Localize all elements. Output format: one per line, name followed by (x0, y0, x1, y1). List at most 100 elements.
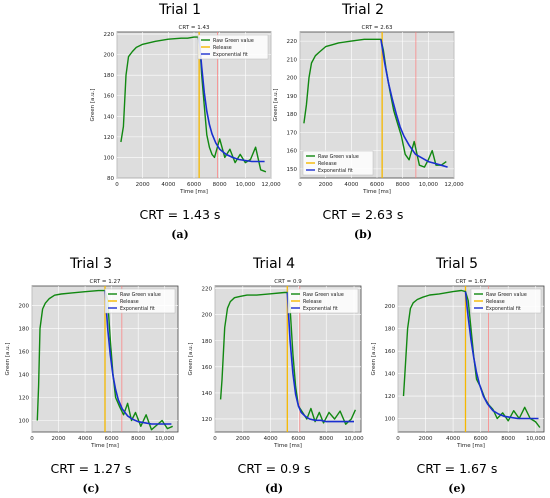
exponential-fit-series-line (286, 292, 354, 423)
y-axis-label: Green [a.u.] (188, 342, 194, 375)
crt-label: CRT = 1.43 s (139, 207, 221, 222)
x-axis-label: Time [ms] (273, 443, 302, 449)
crt-label: CRT = 2.63 s (322, 207, 404, 222)
y-tick-label: 150 (287, 167, 298, 173)
legend-label: Raw Green value (120, 292, 161, 298)
x-tick-label: 8000 (396, 182, 410, 188)
chart-subtitle: CRT = 0.9 (274, 279, 302, 285)
figure-caption: (e) (448, 482, 466, 495)
y-tick-label: 200 (385, 304, 396, 310)
chart-subtitle: CRT = 1.27 (90, 279, 121, 285)
x-tick-label: 4000 (161, 182, 175, 188)
y-tick-label: 80 (107, 176, 114, 182)
y-tick-label: 140 (104, 114, 115, 120)
y-tick-label: 190 (287, 94, 298, 100)
legend-label: Raw Green value (213, 38, 254, 44)
y-tick-label: 180 (202, 339, 213, 345)
chart-panel-d: Trial 4 0 2000 4000 6000 8000 10,000 120 140 160… (183, 256, 365, 496)
chart-svg: 0 2000 4000 6000 8000 10,000 12,000 150 160 170 18… (273, 25, 464, 195)
chart-title: Trial 2 (342, 2, 384, 18)
x-tick-label: 12,000 (444, 182, 464, 188)
x-tick-label: 0 (213, 436, 217, 442)
legend-label: Release (486, 299, 505, 305)
y-tick-label: 120 (104, 135, 115, 141)
chart-svg: 0 2000 4000 6000 8000 10,000 12,000 80 100 120 140… (90, 25, 281, 195)
exponential-fit-series-line (464, 291, 539, 420)
x-tick-label: 8000 (319, 436, 333, 442)
chart-panel-e: Trial 5 0 2000 4000 6000 8000 10,000 100 120 140… (366, 256, 548, 496)
x-tick-label: 10,000 (419, 182, 439, 188)
x-tick-label: 2000 (136, 182, 150, 188)
x-tick-label: 4000 (446, 436, 460, 442)
x-axis-label: Time [ms] (456, 443, 485, 449)
x-axis-label: Time [ms] (90, 443, 119, 449)
y-tick-label: 160 (19, 350, 30, 356)
y-axis-label: Green [a.u.] (273, 88, 279, 121)
y-tick-label: 180 (287, 112, 298, 118)
chart-subtitle: CRT = 1.67 (456, 279, 487, 285)
x-tick-label: 6000 (105, 436, 119, 442)
x-tick-label: 10,000 (155, 436, 175, 442)
x-tick-label: 2000 (419, 436, 433, 442)
chart-title: Trial 3 (70, 256, 112, 272)
y-axis-label: Green [a.u.] (5, 342, 11, 375)
crt-label: CRT = 0.9 s (237, 461, 311, 476)
y-tick-label: 120 (202, 417, 213, 423)
x-tick-label: 10,000 (344, 436, 364, 442)
y-tick-label: 100 (19, 419, 30, 425)
chart-panel-a: Trial 1 0 2000 4000 6000 8000 10,000 12,000 80 1… (85, 2, 281, 242)
y-tick-label: 160 (202, 365, 213, 371)
x-tick-label: 6000 (291, 436, 305, 442)
y-tick-label: 160 (385, 349, 396, 355)
y-tick-label: 140 (385, 372, 396, 378)
x-axis-label: Time [ms] (179, 189, 208, 195)
y-tick-label: 200 (19, 304, 30, 310)
legend-label: Exponential fit (318, 168, 353, 174)
raw-green-series-line (219, 291, 357, 425)
crt-label: CRT = 1.67 s (416, 461, 498, 476)
figure-caption: (a) (171, 228, 189, 241)
exponential-fit-series-line (198, 37, 265, 163)
y-tick-label: 180 (385, 327, 396, 333)
x-tick-label: 8000 (131, 436, 145, 442)
figure-caption: (c) (82, 482, 100, 495)
figure-caption: (b) (353, 228, 373, 241)
x-axis-label: Time [ms] (362, 189, 391, 195)
y-tick-label: 200 (104, 53, 115, 59)
x-tick-label: 4000 (264, 436, 278, 442)
y-tick-label: 120 (385, 394, 396, 400)
x-tick-label: 6000 (370, 182, 384, 188)
legend-label: Exponential fit (486, 306, 521, 312)
y-tick-label: 140 (19, 373, 30, 379)
x-tick-label: 8000 (501, 436, 515, 442)
y-tick-label: 160 (287, 149, 298, 155)
chart-svg: 0 2000 4000 6000 8000 10,000 120 140 160 180 200 22… (188, 279, 364, 449)
legend-label: Raw Green value (303, 292, 344, 298)
y-tick-label: 200 (287, 76, 298, 82)
x-tick-label: 10,000 (526, 436, 546, 442)
x-tick-label: 4000 (78, 436, 92, 442)
legend-label: Exponential fit (303, 306, 338, 312)
y-tick-label: 140 (202, 391, 213, 397)
x-tick-label: 6000 (187, 182, 201, 188)
x-tick-label: 0 (115, 182, 119, 188)
raw-green-series-line (36, 289, 173, 431)
chart-svg: 0 2000 4000 6000 8000 10,000 100 120 140 160 180 20… (371, 279, 546, 449)
legend-label: Release (318, 161, 337, 167)
y-tick-label: 100 (385, 417, 396, 423)
crt-label: CRT = 1.27 s (50, 461, 132, 476)
x-tick-label: 8000 (213, 182, 227, 188)
chart-subtitle: CRT = 1.43 (179, 25, 210, 31)
legend-label: Release (120, 299, 139, 305)
x-tick-label: 10,000 (236, 182, 256, 188)
exponential-fit-series-line (380, 39, 448, 168)
y-tick-label: 180 (104, 73, 115, 79)
chart-panel-b: Trial 2 0 2000 4000 6000 8000 10,000 12,000 150… (268, 2, 464, 242)
chart-title: Trial 5 (436, 256, 478, 272)
x-tick-label: 0 (298, 182, 302, 188)
y-tick-label: 200 (202, 313, 213, 319)
y-tick-label: 120 (19, 396, 30, 402)
x-tick-label: 4000 (344, 182, 358, 188)
legend-label: Raw Green value (486, 292, 527, 298)
y-tick-label: 220 (202, 287, 213, 293)
